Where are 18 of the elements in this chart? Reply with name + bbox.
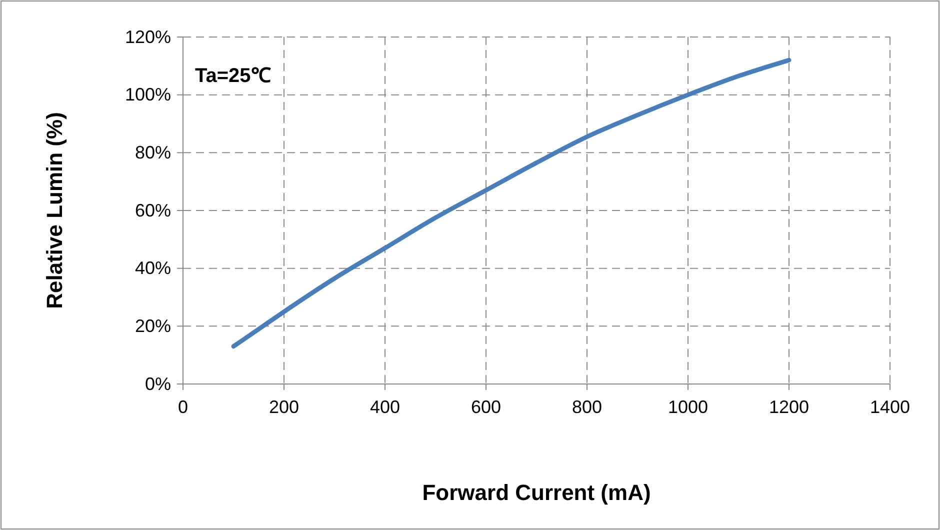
y-tick-label: 120% xyxy=(124,26,171,47)
annotation: Ta=25℃ xyxy=(195,65,271,87)
y-axis-title: Relative Lumin (%) xyxy=(42,112,67,309)
x-tick-label: 200 xyxy=(268,396,300,417)
y-tick-label: 100% xyxy=(124,84,171,105)
x-tick-label: 1000 xyxy=(668,396,708,417)
x-axis-title: Forward Current (mA) xyxy=(422,480,651,505)
y-tick-label: 40% xyxy=(134,258,171,278)
x-tick-label: 1200 xyxy=(768,396,810,417)
y-tick-label: 80% xyxy=(134,142,171,162)
y-tick-label: 60% xyxy=(134,200,171,220)
x-tick-label: 0 xyxy=(178,396,188,417)
y-tick-label: 20% xyxy=(134,316,171,336)
x-tick-label: 1400 xyxy=(870,396,910,417)
x-tick-label: 800 xyxy=(572,396,602,417)
x-tick-label: 600 xyxy=(470,396,502,417)
x-tick-label: 400 xyxy=(370,396,400,417)
y-tick-label: 0% xyxy=(144,374,171,394)
